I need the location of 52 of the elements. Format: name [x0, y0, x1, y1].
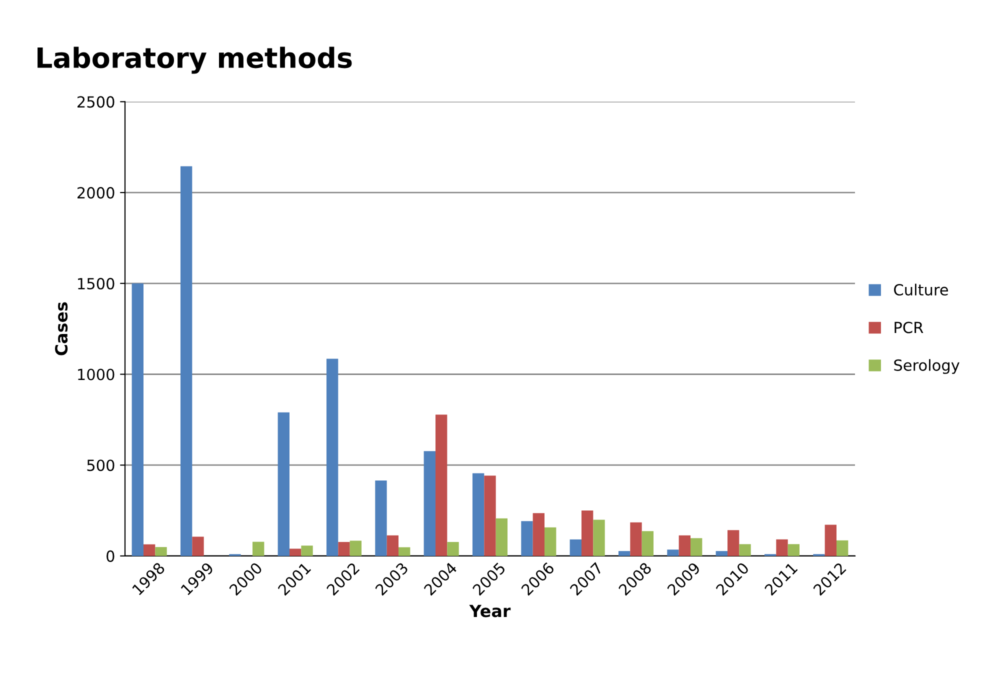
- bar: [301, 546, 313, 556]
- y-tick-label: 500: [87, 460, 114, 472]
- bar: [667, 550, 679, 556]
- bar: [447, 542, 459, 556]
- bar: [739, 544, 751, 556]
- x-axis-title: Year: [469, 604, 511, 618]
- bar: [570, 539, 582, 556]
- bar: [642, 531, 654, 556]
- y-tick-label: 2000: [78, 187, 114, 199]
- bar: [581, 510, 594, 556]
- legend-label: Culture: [894, 284, 948, 296]
- bar: [424, 451, 436, 556]
- chart-title: Laboratory methods: [38, 46, 352, 74]
- bar: [618, 551, 630, 556]
- bar: [484, 476, 496, 556]
- bar: [472, 473, 484, 556]
- bar: [716, 551, 728, 556]
- bar: [521, 521, 533, 556]
- bar: [398, 547, 410, 556]
- bar: [289, 548, 302, 556]
- bar: [544, 527, 556, 556]
- bar: [630, 522, 642, 556]
- bar: [252, 542, 264, 556]
- bar: [278, 412, 290, 556]
- bar: [375, 480, 387, 556]
- bar: [155, 547, 167, 556]
- legend-label: PCR: [894, 322, 924, 334]
- y-tick-label: 0: [106, 550, 114, 562]
- bar: [690, 538, 702, 556]
- y-axis-title: Cases: [55, 302, 68, 356]
- bar: [788, 544, 800, 556]
- bar: [386, 535, 399, 556]
- bar: [593, 520, 605, 556]
- bar: [532, 513, 545, 556]
- bar: [132, 283, 144, 556]
- bar: [326, 358, 338, 556]
- bar: [496, 518, 508, 556]
- y-tick-label: 2500: [78, 96, 114, 108]
- bar: [338, 542, 350, 556]
- bar: [192, 536, 204, 556]
- y-tick-label: 1500: [78, 278, 114, 290]
- bar: [435, 414, 448, 556]
- bar: [836, 540, 848, 556]
- bar: [350, 540, 362, 556]
- bar: [727, 530, 740, 556]
- legend-label: Serology: [894, 359, 960, 374]
- bar: [824, 524, 837, 556]
- y-tick-label: 1000: [78, 368, 114, 380]
- bar: [776, 539, 788, 556]
- bar: [180, 166, 192, 556]
- bar: [678, 535, 691, 556]
- bar: [143, 544, 156, 556]
